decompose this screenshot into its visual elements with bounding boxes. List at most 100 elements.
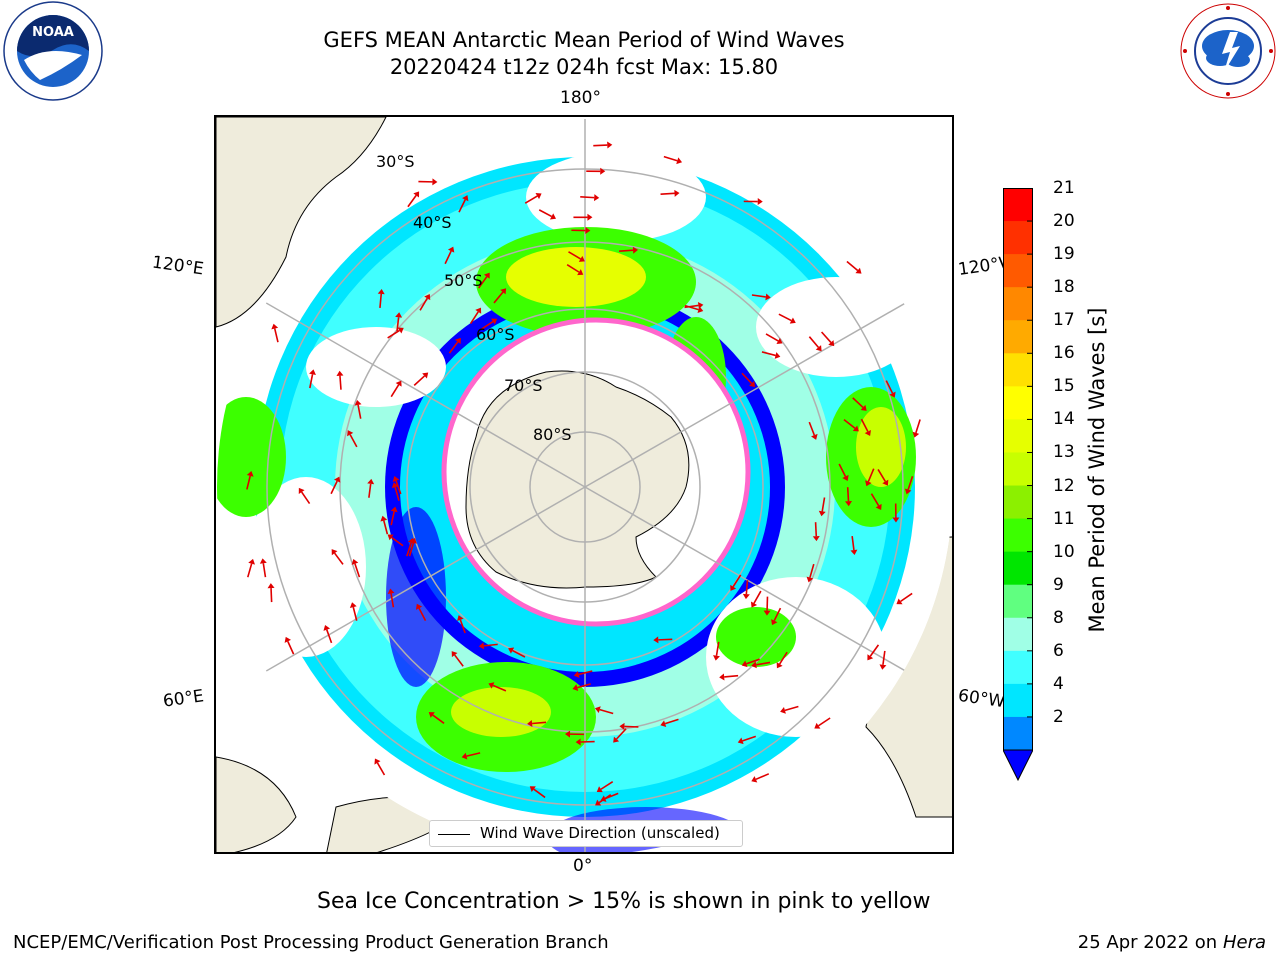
wave-direction-arrow bbox=[586, 167, 606, 175]
wave-direction-arrow bbox=[508, 647, 526, 658]
australia-landmass bbox=[216, 117, 387, 328]
wave-direction-arrow bbox=[763, 596, 771, 616]
colorbar-tick-label: 6 bbox=[1053, 640, 1064, 661]
wave-direction-arrow bbox=[771, 607, 782, 626]
wave-direction-arrow bbox=[428, 712, 445, 724]
wave-direction-arrow bbox=[912, 419, 921, 438]
colorbar-tick-label: 19 bbox=[1053, 244, 1075, 265]
colorbar-bin bbox=[1003, 485, 1033, 520]
wave-direction-arrow bbox=[387, 534, 404, 547]
colorbar-outline bbox=[1003, 188, 1033, 750]
wave-direction-arrow bbox=[814, 717, 831, 729]
wind-wave-direction-arrows bbox=[246, 141, 921, 806]
wave-direction-arrow bbox=[246, 471, 254, 490]
colorbar-tick-label: 9 bbox=[1053, 574, 1064, 595]
wave-direction-arrow bbox=[415, 603, 427, 622]
colorbar-bin bbox=[1003, 386, 1033, 420]
lat-label-80s: 80°S bbox=[533, 425, 572, 444]
wave-direction-arrow bbox=[538, 209, 557, 220]
wave-direction-arrow bbox=[838, 463, 849, 481]
colorbar bbox=[1003, 188, 1033, 782]
wave-direction-arrow bbox=[742, 580, 750, 600]
nws-logo-icon bbox=[1180, 3, 1276, 99]
wave-direction-arrow bbox=[529, 786, 546, 799]
wave-direction-arrow bbox=[780, 705, 799, 714]
wave-direction-arrow bbox=[741, 658, 760, 668]
wave-direction-arrow bbox=[751, 661, 771, 669]
colorbar-bin bbox=[1003, 584, 1033, 619]
colorbar-bin bbox=[1003, 188, 1033, 222]
colorbar-tick-label: 16 bbox=[1053, 343, 1075, 364]
wave-direction-arrow bbox=[719, 673, 739, 681]
svg-text:NOAA: NOAA bbox=[32, 25, 74, 40]
wave-direction-arrow bbox=[896, 592, 913, 605]
wave-direction-arrow bbox=[457, 615, 466, 634]
colorbar-tick-label: 17 bbox=[1053, 310, 1075, 331]
colorbar-bin bbox=[1003, 254, 1033, 288]
colorbar-tick-label: 8 bbox=[1053, 607, 1064, 628]
wave-direction-arrow bbox=[390, 506, 398, 526]
wave-direction-arrow bbox=[660, 718, 679, 728]
lon-label-180: 180° bbox=[560, 88, 601, 108]
wave-direction-arrow bbox=[653, 636, 673, 644]
wave-direction-arrow bbox=[904, 476, 914, 495]
wave-direction-arrow bbox=[336, 370, 344, 390]
wave-direction-arrow bbox=[377, 288, 385, 308]
wave-direction-arrow bbox=[743, 198, 763, 206]
wave-direction-arrow bbox=[387, 327, 404, 339]
wave-direction-arrow bbox=[408, 537, 417, 557]
lon-label-0: 0° bbox=[573, 856, 593, 876]
chart-title: GEFS MEAN Antarctic Mean Period of Wind … bbox=[323, 28, 845, 52]
wave-direction-arrow bbox=[808, 421, 818, 440]
wave-direction-arrow bbox=[812, 522, 820, 542]
wave-direction-arrow bbox=[298, 487, 311, 505]
colorbar-bin bbox=[1003, 518, 1033, 553]
wave-direction-arrow bbox=[478, 272, 490, 289]
legend-label: Wind Wave Direction (unscaled) bbox=[480, 824, 720, 842]
wave-direction-arrow bbox=[808, 336, 822, 352]
wave-direction-arrow bbox=[395, 312, 403, 332]
colorbar-tick-label: 18 bbox=[1053, 277, 1075, 298]
colorbar-tick-label: 2 bbox=[1053, 706, 1064, 727]
colorbar-bin bbox=[1003, 650, 1033, 685]
wave-direction-arrow bbox=[387, 588, 395, 608]
colorbar-tick-label: 15 bbox=[1053, 376, 1075, 397]
colorbar-tick-label: 4 bbox=[1053, 673, 1064, 694]
wave-direction-arrow bbox=[778, 313, 796, 324]
antarctica-landmass bbox=[465, 370, 690, 589]
wave-direction-arrow bbox=[573, 670, 593, 678]
wave-direction-arrow bbox=[870, 493, 882, 510]
lat-label-40s: 40°S bbox=[413, 213, 452, 232]
wave-direction-arrow bbox=[572, 683, 591, 692]
lat-label-30s: 30°S bbox=[376, 152, 415, 171]
wave-direction-arrow bbox=[776, 651, 788, 669]
wave-direction-arrow bbox=[380, 515, 389, 535]
graticule bbox=[217, 119, 952, 852]
wave-direction-arrow bbox=[613, 728, 627, 743]
lat-label-50s: 50°S bbox=[444, 271, 483, 290]
wave-direction-arrow bbox=[267, 583, 275, 603]
wave-direction-arrow bbox=[419, 293, 431, 311]
wave-direction-arrow bbox=[469, 307, 482, 324]
footer-credit: NCEP/EMC/Verification Post Processing Pr… bbox=[13, 932, 609, 953]
wave-direction-arrow bbox=[761, 351, 781, 359]
wave-direction-arrow bbox=[354, 400, 362, 419]
footer-date-text: 25 Apr 2022 on bbox=[1077, 932, 1223, 953]
lon-label-120e: 120°E bbox=[150, 252, 205, 280]
colorbar-bin bbox=[1003, 419, 1033, 453]
wave-direction-arrow bbox=[852, 397, 867, 411]
wave-direction-arrow bbox=[390, 380, 402, 398]
wave-direction-arrow bbox=[885, 380, 896, 398]
wave-direction-arrow bbox=[367, 478, 375, 498]
colorbar-bin bbox=[1003, 617, 1033, 652]
lat-label-60s: 60°S bbox=[476, 325, 515, 344]
wave-direction-arrow bbox=[566, 264, 584, 276]
wave-direction-arrow bbox=[593, 141, 613, 149]
wave-direction-arrow bbox=[879, 650, 887, 670]
polar-map bbox=[216, 117, 952, 852]
colorbar-tick-label: 21 bbox=[1053, 178, 1075, 198]
wave-direction-arrow bbox=[347, 430, 358, 448]
wave-direction-arrow bbox=[580, 194, 600, 202]
wave-direction-arrow bbox=[850, 536, 858, 555]
wave-direction-arrow bbox=[843, 419, 859, 432]
